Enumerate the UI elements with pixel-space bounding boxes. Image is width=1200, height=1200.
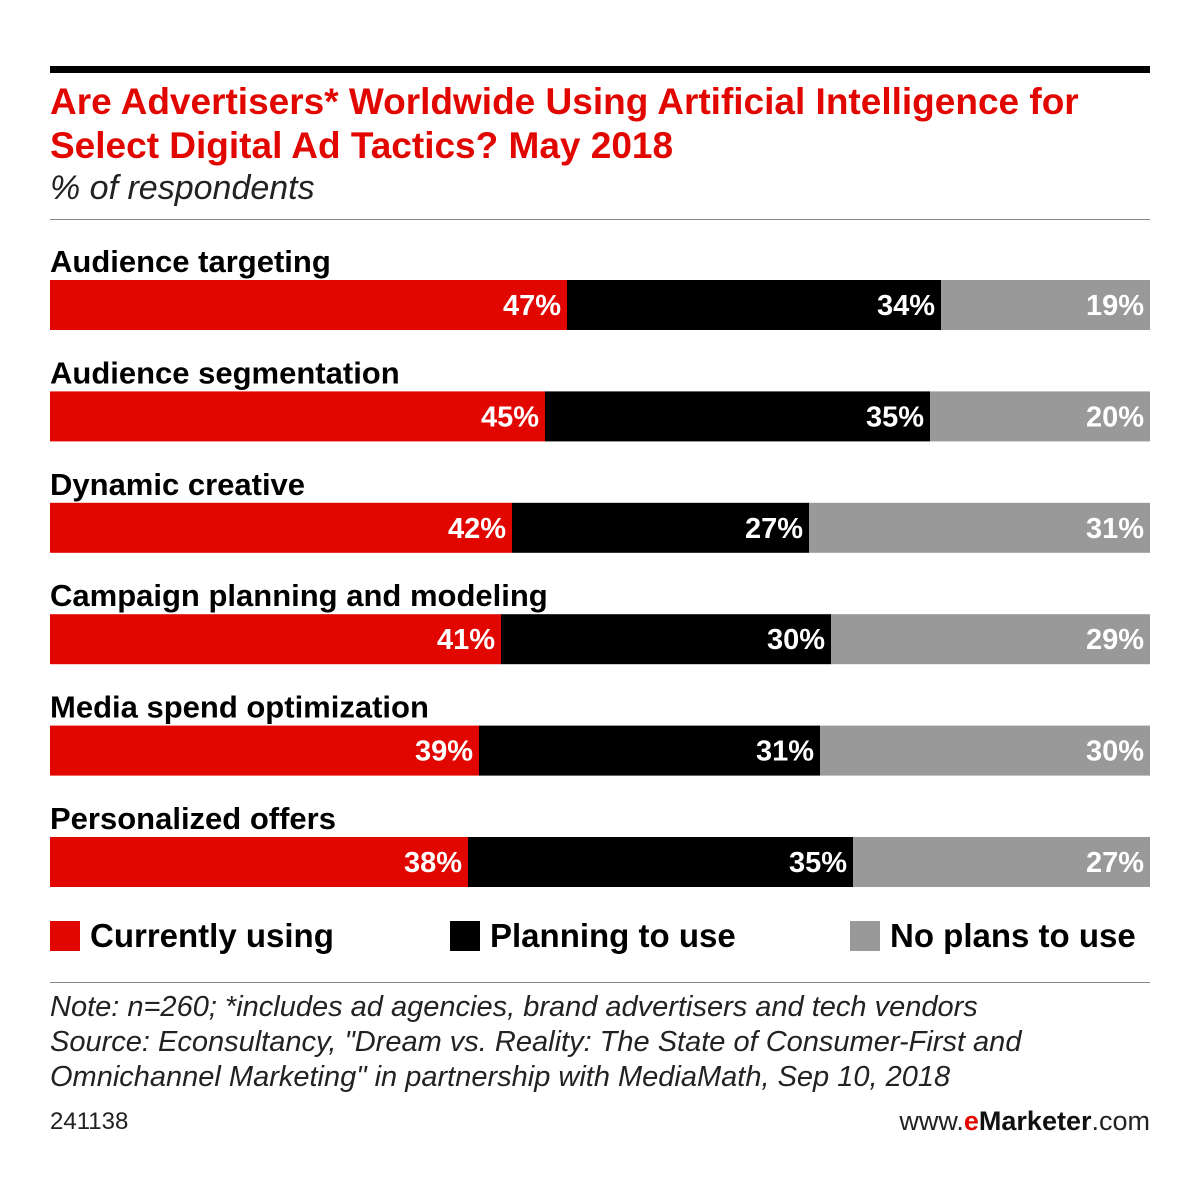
data-label-planning-to-use-audience-targeting: 34% [877, 290, 935, 322]
data-label-currently-using-personalized-offers: 38% [404, 847, 462, 879]
legend-label: Currently using [90, 917, 334, 954]
data-label-no-plans-to-use-campaign-planning-and-modeling: 29% [1086, 624, 1144, 656]
data-label-planning-to-use-campaign-planning-and-modeling: 30% [767, 624, 825, 656]
bar-currently-using-audience-segmentation [50, 391, 545, 442]
bar-planning-to-use-audience-targeting [567, 280, 941, 330]
data-label-currently-using-audience-targeting: 47% [503, 290, 561, 322]
source-line: Source: Econsultancy, "Dream vs. Reality… [50, 1026, 1022, 1058]
data-label-currently-using-media-spend-optimization: 39% [415, 736, 473, 768]
bar-no-plans-to-use-dynamic-creative [809, 502, 1150, 553]
data-label-planning-to-use-audience-segmentation: 35% [866, 401, 924, 433]
bar-currently-using-audience-targeting [50, 280, 567, 330]
legend-label: No plans to use [890, 917, 1136, 954]
data-label-no-plans-to-use-dynamic-creative: 31% [1086, 513, 1144, 545]
stacked-bar-chart: Audience targeting 47% 34% 19% Audience segm… [50, 244, 1150, 887]
data-label-no-plans-to-use-personalized-offers: 27% [1086, 847, 1144, 879]
bar-planning-to-use-personalized-offers [468, 837, 853, 887]
site-name: Marketer [978, 1106, 1092, 1136]
data-label-planning-to-use-dynamic-creative: 27% [745, 513, 803, 545]
data-label-planning-to-use-media-spend-optimization: 31% [756, 736, 814, 768]
legend-item-no-plans-to-use: No plans to use [850, 914, 1136, 958]
divider [50, 982, 1150, 983]
bar-planning-to-use-media-spend-optimization [479, 725, 820, 776]
legend-item-planning-to-use: Planning to use [450, 914, 736, 958]
bar-planning-to-use-campaign-planning-and-modeling [501, 614, 831, 665]
top-rule [50, 66, 1150, 73]
bar-no-plans-to-use-audience-segmentation [930, 391, 1150, 442]
category-label-dynamic-creative: Dynamic creative [50, 467, 305, 502]
source-line: Omnichannel Marketing" in partnership wi… [50, 1061, 951, 1093]
divider [50, 219, 1150, 220]
chart-id: 241138 [50, 1108, 129, 1135]
site-prefix: www. [899, 1106, 964, 1136]
legend-swatch [850, 921, 880, 951]
legend-item-currently-using: Currently using [50, 914, 334, 958]
source-note: Note: n=260; *includes ad agencies, bran… [50, 990, 1150, 1095]
bar-no-plans-to-use-media-spend-optimization [820, 725, 1150, 776]
data-label-no-plans-to-use-audience-targeting: 19% [1086, 290, 1144, 322]
chart-title: Are Advertisers* Worldwide Using Artific… [50, 81, 1079, 166]
bar-no-plans-to-use-campaign-planning-and-modeling [831, 614, 1150, 665]
legend-swatch [450, 921, 480, 951]
site-brand: e [963, 1106, 979, 1136]
bar-currently-using-campaign-planning-and-modeling [50, 614, 501, 665]
category-label-audience-targeting: Audience targeting [50, 244, 331, 279]
bar-currently-using-media-spend-optimization [50, 725, 479, 776]
note-line: Note: n=260; *includes ad agencies, bran… [50, 991, 978, 1023]
data-label-no-plans-to-use-media-spend-optimization: 30% [1086, 736, 1144, 768]
chart-subtitle: % of respondents [50, 169, 315, 207]
bar-no-plans-to-use-personalized-offers [853, 837, 1150, 887]
category-label-media-spend-optimization: Media spend optimization [50, 690, 429, 725]
category-label-personalized-offers: Personalized offers [50, 801, 336, 836]
bar-planning-to-use-audience-segmentation [545, 391, 930, 442]
data-label-currently-using-dynamic-creative: 42% [448, 513, 506, 545]
legend: Currently using Planning to use No plans… [50, 914, 1150, 958]
category-label-campaign-planning-and-modeling: Campaign planning and modeling [50, 578, 548, 613]
data-label-currently-using-audience-segmentation: 45% [481, 401, 539, 433]
site-suffix: .com [1091, 1106, 1150, 1136]
data-label-currently-using-campaign-planning-and-modeling: 41% [437, 624, 495, 656]
bar-currently-using-dynamic-creative [50, 502, 512, 553]
category-label-audience-segmentation: Audience segmentation [50, 355, 400, 390]
legend-swatch [50, 921, 80, 951]
bar-planning-to-use-dynamic-creative [512, 502, 809, 553]
data-label-planning-to-use-personalized-offers: 35% [789, 847, 847, 879]
legend-label: Planning to use [490, 917, 736, 954]
data-label-no-plans-to-use-audience-segmentation: 20% [1086, 401, 1144, 433]
site-logo[interactable]: www.eMarketer.com [899, 1106, 1150, 1137]
bar-no-plans-to-use-audience-targeting [941, 280, 1150, 330]
bar-currently-using-personalized-offers [50, 837, 468, 887]
